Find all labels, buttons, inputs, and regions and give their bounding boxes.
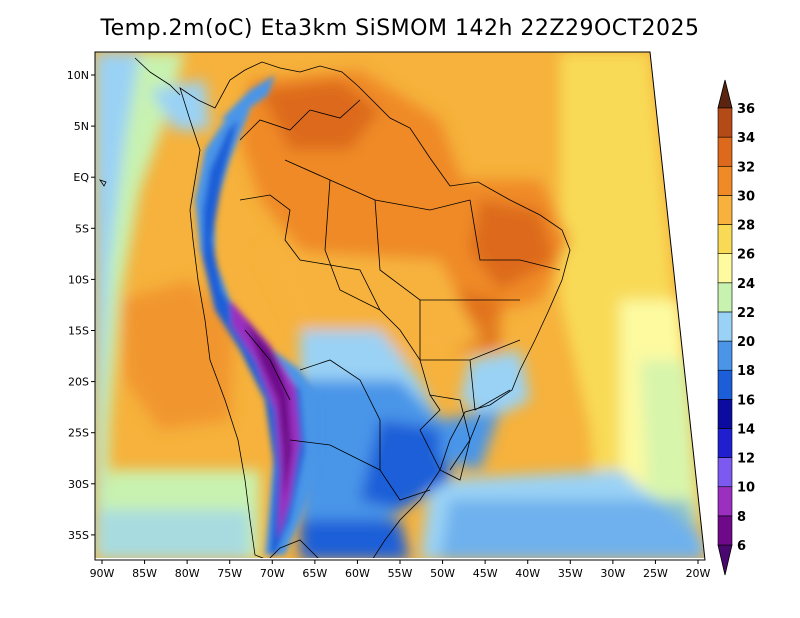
colorbar-swatch: [717, 340, 733, 371]
lat-tick-label: 10S: [68, 273, 89, 286]
longitude-axis: 90W 85W 80W 75W 70W 65W 60W 55W 50W 45W 40W 35W 30W 2…: [90, 560, 711, 580]
colorbar-swatch: [717, 107, 733, 138]
lon-tick-label: 60W: [345, 567, 370, 580]
colorbar-swatch: [717, 311, 733, 342]
colorbar-label: 10: [737, 481, 755, 496]
lon-tick-label: 55W: [388, 567, 413, 580]
colorbar-label: 14: [737, 422, 755, 437]
lat-tick-label: 20S: [68, 376, 89, 389]
south-america-coastline: [179, 61, 571, 558]
temperature-field: [95, 52, 705, 558]
brazil-border: [239, 194, 481, 481]
lon-tick-label: 75W: [217, 567, 242, 580]
colorbar-label: 22: [737, 306, 755, 321]
colorbar-label: 18: [737, 364, 755, 379]
colorbar-label: 32: [737, 160, 755, 175]
lon-tick-label: 70W: [260, 567, 285, 580]
lon-tick-label: 80W: [175, 567, 200, 580]
colorbar-swatch: [717, 165, 733, 196]
lon-tick-label: 40W: [515, 567, 540, 580]
lat-tick-label: 10N: [67, 69, 89, 82]
colorbar-swatch: [717, 399, 733, 429]
colorbar-swatch: [717, 486, 733, 517]
colorbar-label: 16: [737, 393, 755, 408]
colorbar-label: 28: [737, 219, 755, 234]
colorbar-label: 34: [737, 131, 755, 146]
lat-tick-label: 5S: [75, 222, 89, 235]
lat-tick-label: 35S: [68, 529, 89, 542]
colorbar-swatch: [717, 282, 733, 313]
lat-tick-label: 30S: [68, 478, 89, 491]
lat-tick-label: 5N: [74, 120, 89, 133]
colorbar-label: 12: [737, 452, 755, 467]
colorbar-swatch: [717, 224, 733, 254]
latitude-axis: 10N 5N EQ 5S 10S 15S 20S 25S 30S 35S: [67, 69, 95, 542]
colorbar-swatch: [717, 136, 733, 167]
colorbar-label: 8: [737, 510, 746, 525]
lon-tick-label: 65W: [302, 567, 327, 580]
colorbar-swatch: [717, 428, 733, 458]
lon-tick-label: 35W: [558, 567, 583, 580]
colorbar-swatch: [717, 515, 733, 546]
lon-tick-label: 50W: [430, 567, 455, 580]
colorbar-over-triangle: [717, 79, 733, 109]
colorbar-swatch: [717, 253, 733, 284]
map-title: Temp.2m(oC) Eta3km SiSMOM 142h 22Z29OCT2…: [100, 16, 700, 41]
colorbar: 6 8 10 12 14 16 18 20 22 24 26 28 30 32 34 36: [717, 79, 755, 576]
colorbar-label: 30: [737, 189, 755, 204]
colorbar-swatch: [717, 457, 733, 488]
lon-tick-label: 20W: [686, 567, 711, 580]
colorbar-label: 20: [737, 335, 755, 350]
lon-tick-label: 30W: [600, 567, 625, 580]
colorbar-under-triangle: [717, 544, 733, 576]
lat-tick-label: 15S: [68, 325, 89, 338]
colorbar-label: 36: [737, 102, 755, 117]
lat-tick-label: EQ: [73, 171, 89, 184]
lat-tick-label: 25S: [68, 427, 89, 440]
colorbar-swatch: [717, 369, 733, 400]
colorbar-label: 26: [737, 248, 755, 263]
lon-tick-label: 25W: [643, 567, 668, 580]
lon-tick-label: 85W: [132, 567, 157, 580]
colorbar-swatch: [717, 195, 733, 225]
lon-tick-label: 45W: [473, 567, 498, 580]
colorbar-label: 6: [737, 539, 746, 554]
lon-tick-label: 90W: [90, 567, 115, 580]
boundaries: [99, 57, 571, 558]
colorbar-label: 24: [737, 277, 755, 292]
